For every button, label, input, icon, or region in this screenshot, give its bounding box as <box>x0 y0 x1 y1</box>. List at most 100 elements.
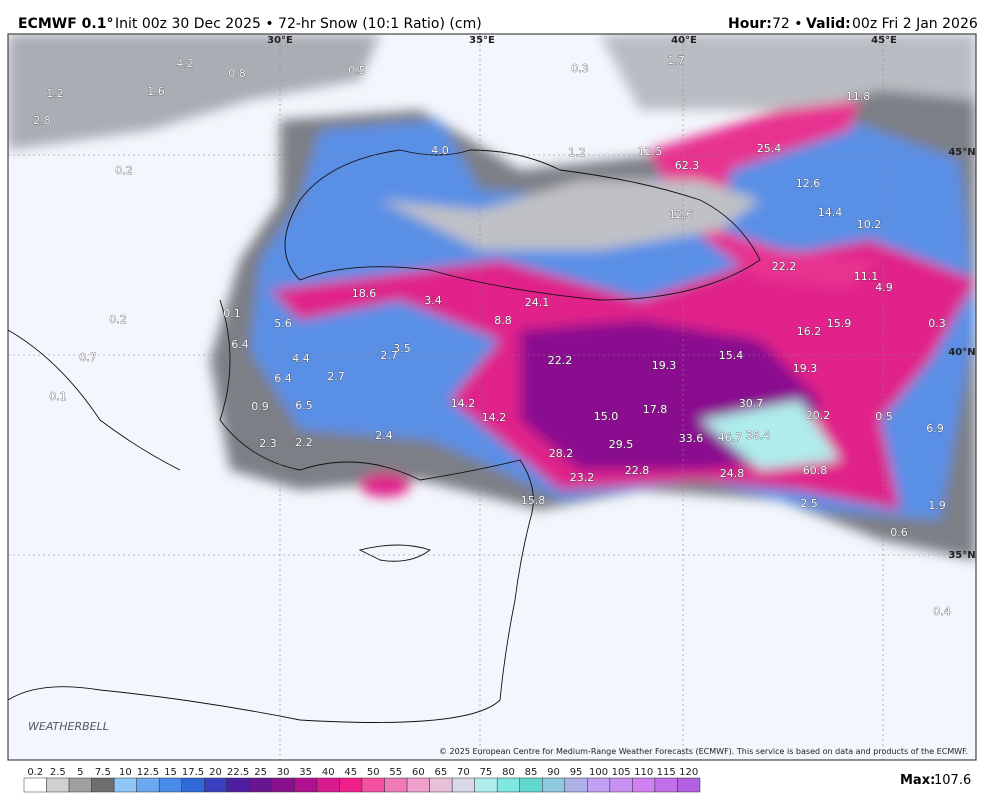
colorbar-tick: 85 <box>525 767 538 778</box>
snow-total-label: 0.1 <box>223 307 241 320</box>
snow-total-label: 18.6 <box>352 287 377 300</box>
colorbar-swatch <box>181 777 205 793</box>
snow-total-label: 25.4 <box>757 142 782 155</box>
grid-label: 45°N <box>948 147 975 158</box>
snow-total-label: 0.5 <box>348 64 366 77</box>
snow-field <box>8 34 976 560</box>
colorbar-swatch <box>519 777 543 793</box>
colorbar-tick: 35 <box>299 767 312 778</box>
model: ECMWF 0.1° <box>18 16 113 32</box>
colorbar-swatch <box>316 777 340 793</box>
logo: WEATHERBELL <box>28 720 109 733</box>
colorbar-swatch <box>204 777 228 793</box>
colorbar-tick: 100 <box>589 767 608 778</box>
colorbar-tick: 60 <box>412 767 425 778</box>
snow-total-label: 6.4 <box>231 338 249 351</box>
snow-total-label: 8.8 <box>494 314 512 327</box>
map-frame <box>7 33 977 761</box>
snow-total-label: 15.0 <box>594 410 619 423</box>
colorbar-tick: 15 <box>164 767 177 778</box>
colorbar-tick: 115 <box>657 767 676 778</box>
snow-total-label: 6.9 <box>926 422 944 435</box>
snow-total-label: 1.2 <box>568 146 586 159</box>
snow-total-label: 0.3 <box>571 62 589 75</box>
snow-total-label: 3.5 <box>393 342 411 355</box>
colorbar-tick: 25 <box>254 767 267 778</box>
snow-total-label: 0.2 <box>109 313 127 326</box>
colorbar-tick: 30 <box>277 767 290 778</box>
snow-total-label: 3.4 <box>424 294 442 307</box>
colorbar-swatch <box>677 777 701 793</box>
hour-label: Hour: <box>728 16 772 32</box>
grid-label: 35°N <box>948 550 975 561</box>
colorbar-swatch <box>496 777 520 793</box>
snow-total-label: 14.2 <box>482 411 507 424</box>
snow-total-label: 4.9 <box>875 281 893 294</box>
snow-total-label: 23.2 <box>570 471 595 484</box>
snow-total-label: 2.4 <box>375 429 393 442</box>
colorbar-tick: 55 <box>389 767 402 778</box>
snow-total-label: 4.4 <box>292 352 310 365</box>
colorbar-tick: 40 <box>322 767 335 778</box>
snow-total-label: 19.3 <box>652 359 677 372</box>
colorbar-swatch <box>564 777 588 793</box>
colorbar-swatch <box>451 777 475 793</box>
snow-total-label: 62.3 <box>675 159 700 172</box>
snow-total-label: 20.2 <box>806 409 831 422</box>
snow-total-label: 22.8 <box>625 464 650 477</box>
snow-total-label: 4.0 <box>431 144 449 157</box>
colorbar-swatch <box>609 777 633 793</box>
colorbar-tick: 50 <box>367 767 380 778</box>
colorbar-tick: 95 <box>570 767 583 778</box>
snow-total-label: 28.2 <box>549 447 574 460</box>
max-value: 107.6 <box>934 773 971 788</box>
colorbar-tick: 75 <box>480 767 493 778</box>
snow-total-label: 0.9 <box>251 400 269 413</box>
snow-total-label: 17.8 <box>643 403 668 416</box>
colorbar-swatch <box>361 777 385 793</box>
snow-total-label: 24.1 <box>525 296 550 309</box>
map: WEATHERBELL © 2025 European Centre for M… <box>8 34 976 760</box>
snow-total-label: 0.3 <box>928 317 946 330</box>
colorbar-swatch <box>226 777 250 793</box>
snow-total-label: 12.6 <box>796 177 821 190</box>
coastlines <box>8 149 761 723</box>
colorbar-tick: 0.2 <box>27 767 43 778</box>
snow-total-label: 0.1 <box>49 390 67 403</box>
colorbar-tick: 45 <box>344 767 357 778</box>
colorbar-swatch <box>68 777 92 793</box>
colorbar-swatch <box>654 777 678 793</box>
snow-total-label: 0.4 <box>933 605 951 618</box>
max-label: Max: <box>900 773 935 788</box>
colorbar-swatch <box>23 777 47 793</box>
snow-total-label: 0.7 <box>79 351 97 364</box>
valid-value: 00z Fri 2 Jan 2026 <box>852 16 978 32</box>
colorbar-swatch <box>294 777 318 793</box>
snow-total-label: 46.7 <box>718 431 743 444</box>
grid-label: 40°N <box>948 347 975 358</box>
snow-total-label: 1.6 <box>147 85 165 98</box>
snow-total-label: 1.9 <box>928 499 946 512</box>
snow-total-label: 0.5 <box>875 410 893 423</box>
title: Init 00z 30 Dec 2025 • 72-hr Snow (10:1 … <box>115 16 482 32</box>
snow-total-label: 60.8 <box>803 464 828 477</box>
snow-total-label: 11.1 <box>854 270 879 283</box>
snow-total-label: 1.2 <box>46 87 64 100</box>
colorbar-swatch <box>542 777 566 793</box>
colorbar-swatch <box>91 777 115 793</box>
snow-total-label: 22.2 <box>548 354 573 367</box>
snow-total-label: 2.3 <box>259 437 277 450</box>
snow-total-label: 5.6 <box>274 317 292 330</box>
snow-total-label: 15.4 <box>719 349 744 362</box>
colorbar-tick: 105 <box>612 767 631 778</box>
colorbar-tick: 7.5 <box>95 767 111 778</box>
snow-total-label: 10.2 <box>857 218 882 231</box>
valid-label: Valid: <box>806 16 851 32</box>
snow-total-label: 4.2 <box>176 57 194 70</box>
colorbar-swatch <box>587 777 611 793</box>
colorbar-tick: 22.5 <box>227 767 249 778</box>
colorbar-swatch <box>339 777 363 793</box>
colorbar-swatch <box>406 777 430 793</box>
colorbar-swatch <box>474 777 498 793</box>
